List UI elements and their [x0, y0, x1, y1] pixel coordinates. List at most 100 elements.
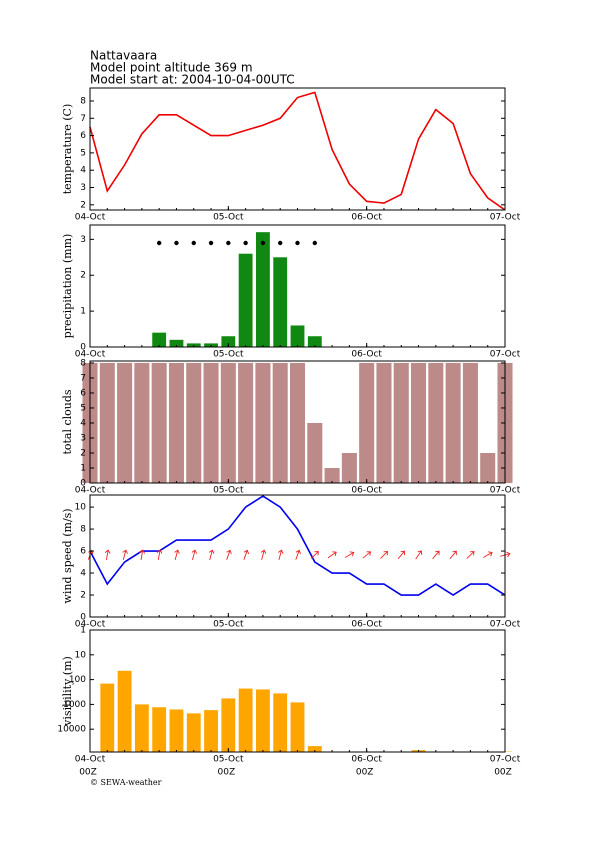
wind-arrow-shape: [344, 551, 355, 558]
y-tick-label: 8: [80, 358, 86, 368]
y-tick-label: 7: [80, 373, 86, 383]
y-tick-label: 4: [80, 166, 86, 176]
wind-arrow-shape: [397, 550, 405, 560]
bar: [324, 467, 340, 483]
y-tick-label: 7: [80, 114, 86, 124]
x-tick-label: 04-Oct: [75, 350, 106, 360]
x-tick-label: 06-Oct: [351, 213, 382, 223]
x-tick-label: 05-Oct: [213, 486, 244, 496]
y-tick-label: 5: [80, 403, 86, 413]
wind-arrow: [380, 550, 388, 559]
wind-arrow: [104, 549, 111, 561]
y-axis-label: precipitation (mm): [61, 234, 74, 339]
x-tick-label: 06-Oct: [351, 620, 382, 630]
wind-arrow-shape: [104, 549, 111, 561]
bar: [151, 362, 167, 483]
bar: [256, 232, 270, 347]
altitude: Model point altitude 369 m: [90, 61, 253, 75]
bar: [359, 362, 375, 483]
bar: [186, 713, 201, 752]
y-tick-label: 2: [80, 591, 86, 601]
y-tick-label: 10000: [57, 725, 86, 735]
x-tick-label: 06-Oct: [351, 755, 382, 765]
x-sublabel: 00Z: [218, 768, 236, 778]
precip-indicator: [156, 240, 162, 246]
wind-arrow: [466, 550, 475, 559]
bar: [376, 362, 392, 483]
wind-arrow: [310, 550, 319, 559]
y-tick-label: 8: [80, 525, 86, 535]
y-tick-label: 6: [80, 547, 86, 557]
wind-arrow-shape: [295, 549, 301, 560]
x-tick-label: 07-Oct: [490, 755, 521, 765]
y-axis-label: total clouds: [61, 389, 74, 454]
wind-arrow-shape: [310, 550, 319, 559]
wind-arrow-shape: [432, 550, 440, 560]
y-tick-label: 2: [80, 200, 86, 210]
x-tick-label: 05-Oct: [213, 620, 244, 630]
x-tick-label: 06-Oct: [351, 350, 382, 360]
y-tick-label: 10: [75, 650, 87, 660]
y-tick-label: 6: [80, 388, 86, 398]
wind-arrow-shape: [380, 550, 388, 559]
bar: [168, 362, 184, 483]
wind-arrow: [191, 549, 198, 560]
bar: [152, 332, 167, 347]
bar: [134, 362, 150, 483]
precip-indicator: [174, 240, 179, 246]
bar: [221, 336, 236, 347]
precip-indicator: [312, 240, 317, 246]
wind-arrow-shape: [191, 549, 198, 560]
x-sublabel: 00Z: [356, 768, 374, 778]
wind-arrow: [295, 549, 301, 560]
y-tick-label: 8: [80, 96, 86, 106]
bar: [272, 362, 288, 483]
bar: [99, 362, 115, 483]
x-tick-label: 06-Oct: [351, 486, 382, 496]
wind-arrow-shape: [466, 550, 475, 559]
y-tick-label: 5: [80, 148, 86, 158]
bar: [273, 693, 288, 752]
bar: [117, 670, 132, 752]
wind-arrow: [122, 549, 128, 560]
wind-arrow-shape: [449, 550, 457, 560]
wind-arrow: [344, 551, 355, 558]
x-tick-label: 04-Oct: [75, 213, 106, 223]
credit: © SEWA-weather: [90, 778, 162, 787]
x-tick-label: 07-Oct: [490, 350, 521, 360]
location: Nattavaara: [90, 49, 157, 63]
wind-arrow: [483, 551, 493, 558]
bar: [221, 698, 236, 752]
wind-arrow: [432, 550, 440, 560]
y-tick-label: 2: [80, 448, 86, 458]
bar: [169, 709, 184, 752]
wind-arrow: [415, 550, 423, 560]
bar: [238, 688, 253, 752]
y-tick-label: 0: [80, 613, 86, 623]
wind-arrow-shape: [327, 551, 337, 559]
bar: [290, 325, 305, 347]
bar: [341, 452, 357, 483]
y-tick-label: 4: [80, 418, 86, 428]
x-tick-label: 05-Oct: [213, 350, 244, 360]
x-sublabel: 00Z: [494, 768, 512, 778]
bar: [307, 422, 323, 483]
bar: [169, 339, 184, 347]
precip-indicator: [260, 240, 266, 246]
bar: [100, 683, 115, 752]
wind-arrow-shape: [260, 549, 267, 560]
bar: [238, 362, 254, 483]
y-tick-label: 1: [80, 626, 86, 636]
line: [89, 91, 506, 211]
x-tick-label: 07-Oct: [490, 486, 521, 496]
wind-arrow: [208, 549, 215, 560]
wind-arrow: [243, 549, 250, 560]
y-tick-label: 10: [75, 503, 87, 513]
bar: [307, 746, 322, 752]
wind-arrow-shape: [156, 549, 163, 561]
y-tick-label: 1000: [63, 700, 86, 710]
y-tick-label: 0: [80, 343, 86, 353]
bar: [238, 253, 253, 347]
x-tick-label: 07-Oct: [490, 213, 521, 223]
wind-arrow: [139, 549, 146, 561]
